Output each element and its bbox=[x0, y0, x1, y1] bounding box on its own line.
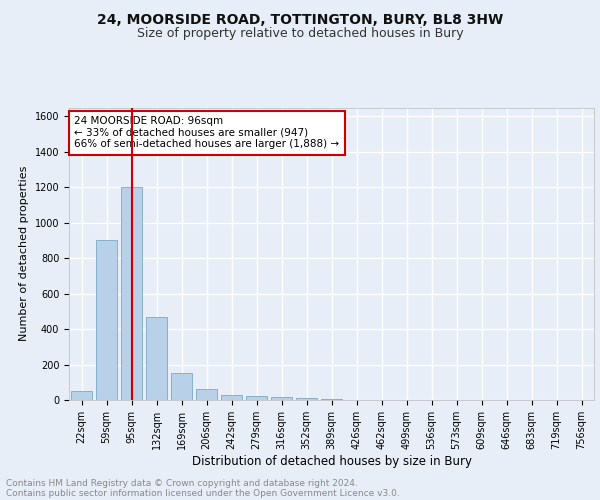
Text: 24 MOORSIDE ROAD: 96sqm
← 33% of detached houses are smaller (947)
66% of semi-d: 24 MOORSIDE ROAD: 96sqm ← 33% of detache… bbox=[74, 116, 340, 150]
Bar bbox=[196, 390, 217, 400]
Bar bbox=[146, 316, 167, 400]
Bar bbox=[296, 398, 317, 400]
Y-axis label: Number of detached properties: Number of detached properties bbox=[19, 166, 29, 342]
Bar bbox=[221, 394, 242, 400]
Text: Contains public sector information licensed under the Open Government Licence v3: Contains public sector information licen… bbox=[6, 488, 400, 498]
Bar bbox=[96, 240, 117, 400]
Bar bbox=[246, 396, 267, 400]
Text: 24, MOORSIDE ROAD, TOTTINGTON, BURY, BL8 3HW: 24, MOORSIDE ROAD, TOTTINGTON, BURY, BL8… bbox=[97, 12, 503, 26]
Bar bbox=[271, 398, 292, 400]
Bar bbox=[321, 399, 342, 400]
Text: Size of property relative to detached houses in Bury: Size of property relative to detached ho… bbox=[137, 28, 463, 40]
Bar bbox=[71, 391, 92, 400]
X-axis label: Distribution of detached houses by size in Bury: Distribution of detached houses by size … bbox=[191, 454, 472, 468]
Bar bbox=[171, 372, 192, 400]
Bar bbox=[121, 188, 142, 400]
Text: Contains HM Land Registry data © Crown copyright and database right 2024.: Contains HM Land Registry data © Crown c… bbox=[6, 478, 358, 488]
